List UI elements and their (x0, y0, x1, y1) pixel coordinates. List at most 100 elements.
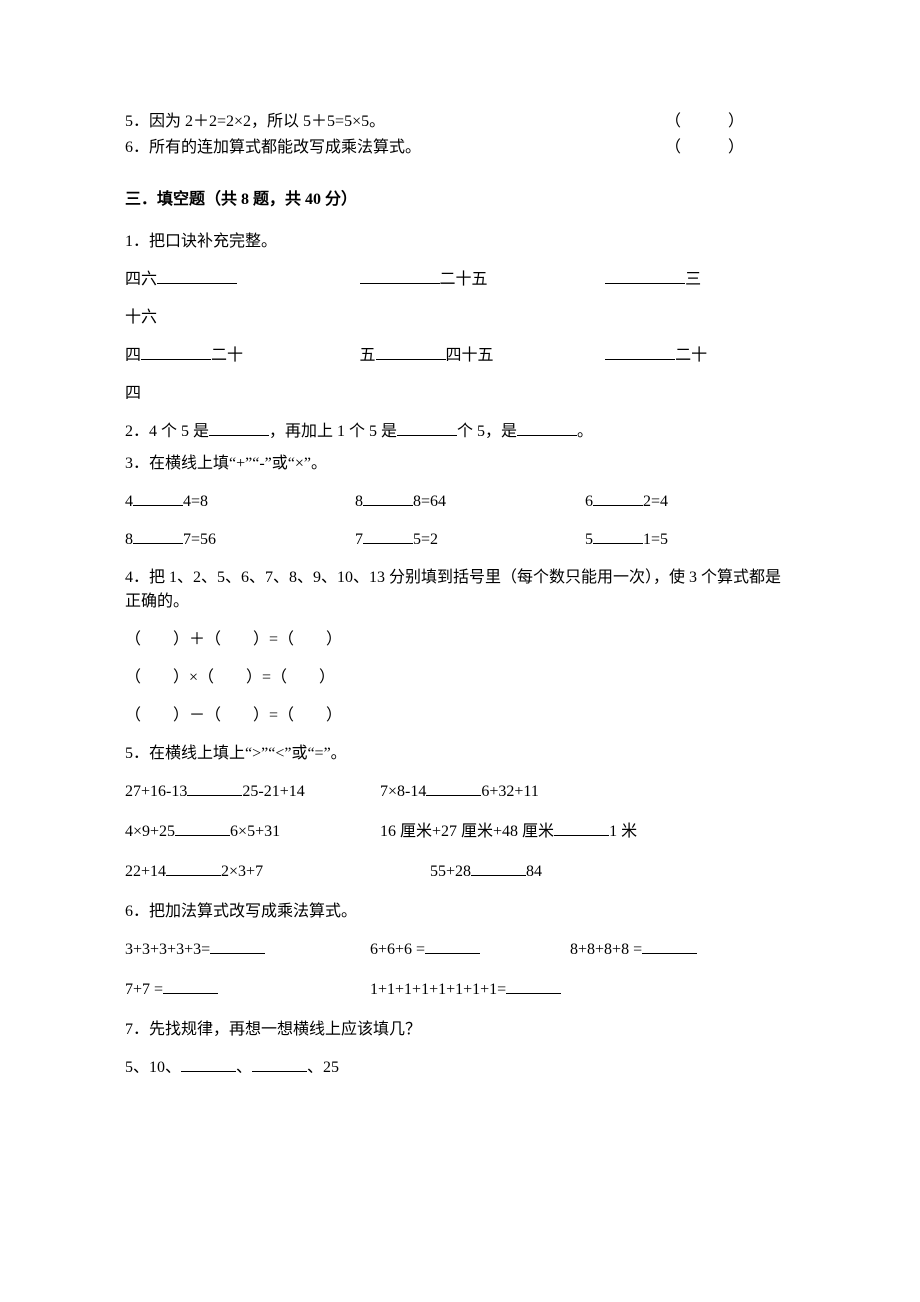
blank[interactable] (506, 980, 561, 994)
blank[interactable] (397, 422, 457, 436)
eq-text: 6 (585, 493, 593, 510)
eq-text: 8 (355, 493, 363, 510)
blank[interactable] (141, 346, 211, 360)
blank[interactable] (363, 492, 413, 506)
blank[interactable] (605, 346, 675, 360)
q7-sequence: 5、10、 、 、25 (125, 1056, 795, 1080)
blank[interactable] (187, 782, 242, 796)
seq-text: 、25 (307, 1059, 339, 1076)
eq-text: 2=4 (643, 493, 668, 510)
eq-text: 5 (585, 531, 593, 548)
q1-r1a-label: 四六 (125, 271, 157, 288)
cmp-text: 1 米 (609, 823, 637, 840)
q7-prompt: 7．先找规律，再想一想横线上应该填几？ (125, 1018, 795, 1042)
blank[interactable] (517, 422, 577, 436)
cmp-text: 16 厘米+27 厘米+48 厘米 (380, 823, 554, 840)
answer-paren[interactable]: （） (665, 110, 795, 134)
conv-text: 3+3+3+3+3= (125, 941, 210, 958)
cmp-text: 6+32+11 (481, 783, 538, 800)
blank[interactable] (593, 530, 643, 544)
blank[interactable] (252, 1058, 307, 1072)
blank[interactable] (157, 270, 237, 284)
cmp-text: 4×9+25 (125, 823, 175, 840)
blank[interactable] (363, 530, 413, 544)
q4-line1[interactable]: （ ）＋（ ）=（ ） (125, 628, 795, 652)
blank[interactable] (642, 940, 697, 954)
conv-text: 6+6+6 = (370, 941, 425, 958)
eq-text: 4=8 (183, 493, 208, 510)
truefalse-text: 6．所有的连加算式都能改写成乘法算式。 (125, 136, 665, 160)
eq-text: 7 (355, 531, 363, 548)
q6-prompt: 6．把加法算式改写成乘法算式。 (125, 900, 795, 924)
blank[interactable] (181, 1058, 236, 1072)
truefalse-text: 5．因为 2＋2=2×2，所以 5＋5=5×5。 (125, 110, 665, 134)
q1-row2: 四二十 五四十五 二十 (125, 344, 795, 368)
blank[interactable] (163, 980, 218, 994)
q1-r2c-suf: 二十 (675, 347, 707, 364)
blank[interactable] (360, 270, 440, 284)
conv-text: 1+1+1+1+1+1+1+1= (370, 981, 506, 998)
q1-row1: 四六 二十五 三 (125, 268, 795, 292)
q1-r1c-prefix: 三 (685, 271, 701, 288)
truefalse-item-5: 5．因为 2＋2=2×2，所以 5＋5=5×5。 （） (125, 110, 795, 134)
conv-text: 8+8+8+8 = (570, 941, 642, 958)
eq-text: 8=64 (413, 493, 446, 510)
blank[interactable] (554, 822, 609, 836)
q1-r1b-suffix: 二十五 (440, 271, 488, 288)
blank[interactable] (426, 782, 481, 796)
cmp-text: 25-21+14 (242, 783, 304, 800)
blank[interactable] (593, 492, 643, 506)
blank[interactable] (133, 530, 183, 544)
blank[interactable] (166, 862, 221, 876)
eq-text: 4 (125, 493, 133, 510)
cmp-text: 27+16-13 (125, 783, 187, 800)
q2-text: 个 5，是 (457, 423, 517, 440)
blank[interactable] (605, 270, 685, 284)
blank[interactable] (376, 346, 446, 360)
answer-paren[interactable]: （） (665, 136, 795, 160)
q1-r2c-cont: 四 (125, 382, 795, 406)
q1-r1c-cont: 十六 (125, 306, 795, 330)
q2-text: ，再加上 1 个 5 是 (269, 423, 397, 440)
blank[interactable] (133, 492, 183, 506)
truefalse-item-6: 6．所有的连加算式都能改写成乘法算式。 （） (125, 136, 795, 160)
seq-text: 、 (236, 1059, 252, 1076)
blank[interactable] (175, 822, 230, 836)
q3-row1: 4 4=8 8 8=64 6 2=4 (125, 490, 795, 514)
q3-row2: 8 7=56 7 5=2 5 1=5 (125, 528, 795, 552)
eq-text: 1=5 (643, 531, 668, 548)
q1-r2a-pre: 四 (125, 347, 141, 364)
q1-r2a-suf: 二十 (211, 347, 243, 364)
q2-line: 2．4 个 5 是 ，再加上 1 个 5 是 个 5，是 。 (125, 420, 795, 444)
eq-text: 5=2 (413, 531, 438, 548)
cmp-text: 2×3+7 (221, 863, 263, 880)
q3-prompt: 3．在横线上填“+”“-”或“×”。 (125, 452, 795, 476)
eq-text: 7=56 (183, 531, 216, 548)
blank[interactable] (425, 940, 480, 954)
cmp-text: 6×5+31 (230, 823, 280, 840)
q5-row1: 27+16-13 25-21+14 7×8-14 6+32+11 (125, 780, 795, 804)
q4-prompt: 4．把 1、2、5、6、7、8、9、10、13 分别填到括号里（每个数只能用一次… (125, 566, 795, 614)
q2-text: 。 (577, 423, 593, 440)
cmp-text: 84 (526, 863, 542, 880)
q1-r2b-pre: 五 (360, 347, 376, 364)
blank[interactable] (209, 422, 269, 436)
q5-row3: 22+14 2×3+7 55+28 84 (125, 860, 795, 884)
q6-row1: 3+3+3+3+3= 6+6+6 = 8+8+8+8 = (125, 938, 795, 962)
cmp-text: 22+14 (125, 863, 166, 880)
blank[interactable] (210, 940, 265, 954)
seq-text: 5、10、 (125, 1059, 181, 1076)
q4-line3[interactable]: （ ）－（ ）=（ ） (125, 704, 795, 728)
q6-row2: 7+7 = 1+1+1+1+1+1+1+1= (125, 978, 795, 1002)
cmp-text: 55+28 (430, 863, 471, 880)
q5-prompt: 5．在横线上填上“>”“<”或“=”。 (125, 742, 795, 766)
eq-text: 8 (125, 531, 133, 548)
q2-text: 2．4 个 5 是 (125, 423, 209, 440)
blank[interactable] (471, 862, 526, 876)
conv-text: 7+7 = (125, 981, 163, 998)
q5-row2: 4×9+25 6×5+31 16 厘米+27 厘米+48 厘米 1 米 (125, 820, 795, 844)
q1-prompt: 1．把口诀补充完整。 (125, 230, 795, 254)
section-title-fillblank: 三．填空题（共 8 题，共 40 分） (125, 188, 795, 212)
cmp-text: 7×8-14 (380, 783, 426, 800)
q4-line2[interactable]: （ ）×（ ）=（ ） (125, 666, 795, 690)
